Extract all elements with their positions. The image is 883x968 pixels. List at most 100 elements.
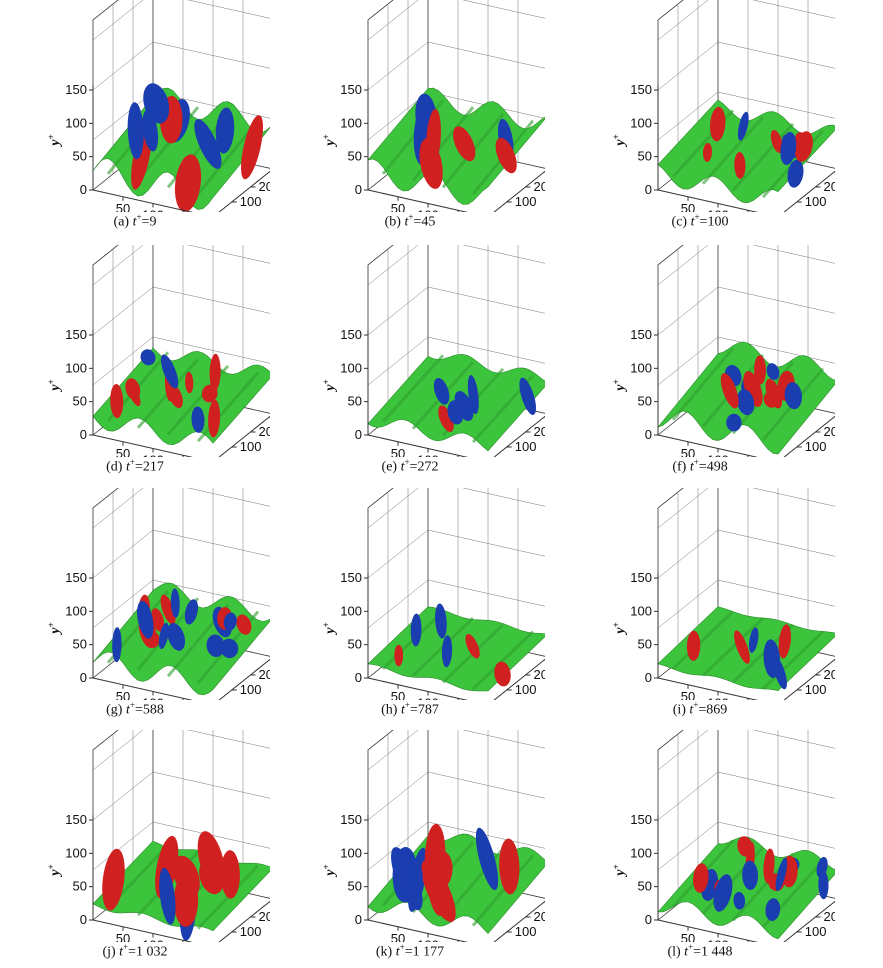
y-tick-label: 150	[340, 812, 362, 827]
grid-line	[717, 771, 835, 799]
y-axis-label: y+	[46, 864, 63, 877]
time-value: 272	[417, 459, 439, 475]
negative-vortex	[787, 159, 804, 188]
grid-line	[752, 0, 835, 19]
panel-plot: 05010015050100150200100200300y+z+x+	[46, 0, 271, 212]
panel-plot: 05010015050100150200100200300y+z+x+	[611, 245, 835, 458]
panel-f: 05010015050100150200100200300y+z+x+(f) t…	[565, 245, 835, 477]
y-tick-label: 50	[348, 149, 362, 164]
grid-line	[92, 245, 144, 286]
z-tick-label: 100	[142, 696, 164, 701]
negative-vortex	[223, 612, 237, 631]
surface-ridge	[471, 854, 535, 927]
grid-line	[152, 529, 270, 557]
panel-caption: (k) t+=1 177	[275, 942, 545, 961]
positive-vortex	[693, 863, 709, 893]
time-value: 588	[142, 702, 164, 718]
time-value: 1 032	[136, 944, 168, 960]
negative-vortex	[447, 400, 464, 425]
y-tick-label: 0	[355, 912, 362, 927]
x-tick-label: 100	[805, 924, 827, 939]
y-axis-label-text: y	[48, 869, 63, 878]
positive-vortex	[734, 152, 746, 179]
surface	[367, 606, 545, 692]
x-tick-label: 200	[259, 179, 271, 194]
negative-vortex	[160, 354, 179, 389]
grid-line	[152, 41, 270, 69]
panel-letter: (j)	[102, 944, 116, 960]
grid-line	[717, 41, 835, 69]
grid-line	[92, 41, 154, 91]
z-tick-label: 50	[681, 931, 695, 942]
panel-letter: (a)	[113, 214, 130, 230]
grid-line	[367, 529, 429, 579]
y-axis-label-text: y	[613, 869, 628, 878]
panel-letter: (k)	[375, 944, 393, 960]
grid-line	[92, 336, 154, 386]
surface-ridge	[671, 610, 735, 670]
z-tick-label: 100	[707, 453, 729, 458]
y-axis-label: y+	[321, 864, 338, 877]
negative-vortex	[733, 891, 746, 910]
time-superscript: +	[136, 212, 142, 222]
positive-vortex	[126, 380, 141, 407]
grid-line	[752, 730, 835, 749]
y-tick-label: 50	[73, 637, 87, 652]
panel-k: 05010015050100150200100200300y+z+x+(k) t…	[275, 730, 545, 962]
y-tick-label: 0	[645, 182, 652, 197]
panel-caption: (b) t+=45	[275, 212, 545, 231]
y-tick-label: 100	[65, 360, 87, 375]
negative-vortex	[441, 635, 453, 668]
positive-vortex	[220, 850, 240, 899]
negative-vortex	[167, 623, 186, 651]
panel-plot: 05010015050100150200100200300y+z+x+	[321, 730, 545, 942]
positive-vortex	[795, 132, 809, 151]
positive-vortex	[172, 855, 200, 897]
equals-sign: =	[698, 459, 707, 475]
panel-letter: (f)	[672, 459, 687, 475]
x-tick-label: 100	[240, 439, 262, 454]
grid-line	[717, 529, 835, 557]
z-tick-label: 50	[391, 689, 405, 700]
negative-vortex	[170, 588, 180, 618]
panel-plot: 05010015050100150200100200300y+z+x+	[321, 245, 545, 457]
positive-vortex	[763, 848, 775, 884]
positive-vortex	[754, 355, 766, 385]
negative-vortex	[127, 102, 144, 160]
grid-line	[657, 579, 719, 629]
y-axis-label: y+	[46, 622, 63, 635]
y-axis-label-text: y	[323, 869, 338, 878]
negative-vortex	[159, 867, 176, 925]
x-axis-line	[783, 415, 835, 457]
x-axis-line	[493, 900, 545, 942]
y-tick-label: 150	[340, 82, 362, 97]
panel-caption: (j) t+=1 032	[0, 942, 270, 961]
grid-line	[367, 771, 429, 821]
time-superscript: +	[693, 700, 699, 710]
x-tick-label: 200	[259, 667, 271, 682]
x-tick-label: 200	[259, 424, 271, 439]
negative-vortex	[818, 870, 829, 900]
grid-line	[187, 245, 270, 264]
time-value: 217	[142, 459, 164, 475]
y-tick-label: 0	[645, 427, 652, 442]
time-value: 100	[707, 214, 729, 230]
time-symbol: t	[689, 459, 694, 475]
x-axis-line	[218, 658, 270, 700]
panel-plot: 05010015050100150200100200300y+z+x+	[321, 0, 545, 212]
grid-line	[462, 730, 545, 749]
x-tick-label: 100	[240, 682, 262, 697]
positive-vortex	[720, 372, 739, 409]
grid-line	[752, 488, 835, 507]
positive-vortex	[236, 614, 252, 635]
grid-line	[367, 286, 429, 336]
positive-vortex	[241, 115, 263, 180]
y-axis-label-text: y	[48, 384, 63, 393]
grid-line	[717, 286, 835, 314]
panel-plot: 05010015050100150200100200300y+z+x+	[611, 0, 835, 212]
negative-vortex	[748, 627, 759, 653]
positive-vortex	[702, 142, 713, 162]
positive-vortex	[110, 384, 124, 419]
panel-plot: 05010015050100150200100200300y+z+x+	[46, 730, 270, 942]
time-symbol: t	[400, 459, 405, 475]
